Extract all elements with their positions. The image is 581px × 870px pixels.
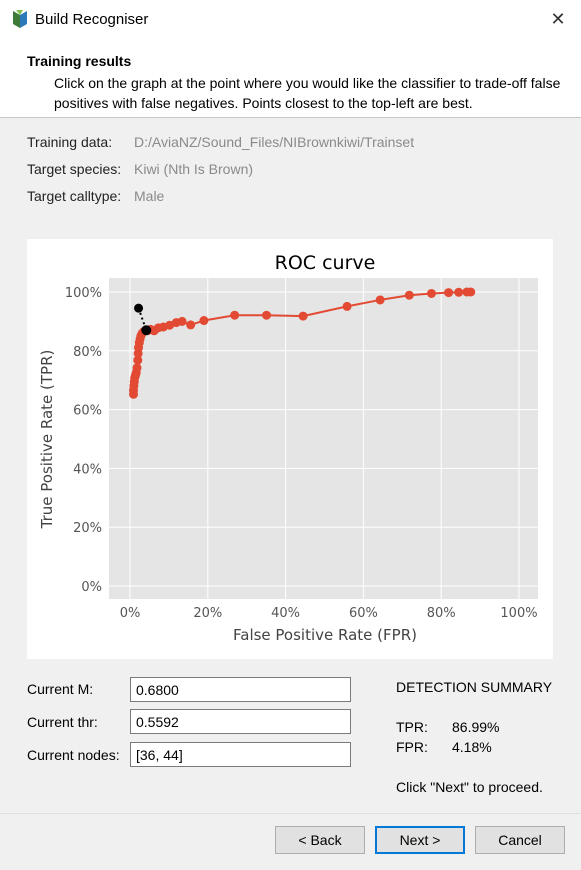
x-tick-label: 80% xyxy=(427,606,456,621)
target-calltype-label: Target calltype: xyxy=(27,188,122,204)
roc-point[interactable] xyxy=(177,316,187,326)
y-tick-label: 40% xyxy=(73,462,102,477)
current-nodes-field[interactable] xyxy=(130,742,351,767)
detection-summary-title: DETECTION SUMMARY xyxy=(396,679,553,695)
plot-area[interactable] xyxy=(109,278,538,599)
current-thr-field[interactable] xyxy=(130,709,351,734)
target-calltype-value: Male xyxy=(134,188,165,204)
training-data-value: D:/AviaNZ/Sound_Files/NIBrownkiwi/Trains… xyxy=(134,134,415,150)
x-tick-label: 60% xyxy=(349,606,378,621)
tpr-value: 86.99% xyxy=(452,719,500,735)
current-point-marker[interactable] xyxy=(141,325,152,336)
y-tick-label: 80% xyxy=(73,345,102,360)
tpr-label: TPR: xyxy=(396,719,428,735)
y-axis-label: True Positive Rate (TPR) xyxy=(38,350,56,530)
current-thr-label: Current thr: xyxy=(27,714,98,730)
roc-point[interactable] xyxy=(454,287,464,297)
best-point-marker xyxy=(134,303,144,313)
y-tick-label: 60% xyxy=(73,404,102,419)
fpr-label: FPR: xyxy=(396,739,428,755)
fpr-value: 4.18% xyxy=(452,739,492,755)
roc-point[interactable] xyxy=(199,316,209,326)
target-species-label: Target species: xyxy=(27,161,122,177)
x-tick-label: 0% xyxy=(120,606,141,621)
app-logo-icon xyxy=(13,10,27,28)
proceed-hint: Click "Next" to proceed. xyxy=(396,779,543,795)
roc-point[interactable] xyxy=(298,311,308,321)
target-species-value: Kiwi (Nth Is Brown) xyxy=(134,161,254,177)
roc-point[interactable] xyxy=(230,310,240,320)
x-tick-label: 40% xyxy=(271,606,300,621)
x-tick-label: 100% xyxy=(500,606,537,621)
roc-point[interactable] xyxy=(133,355,143,365)
roc-point[interactable] xyxy=(426,288,436,298)
roc-chart[interactable]: 0% 0% 20% 20% 40% 40% 60% 60% 80% 80% 100% 100% ROC… xyxy=(27,239,553,659)
page-description: Click on the graph at the point where yo… xyxy=(54,75,561,111)
current-m-label: Current M: xyxy=(27,681,94,697)
training-data-label: Training data: xyxy=(27,134,113,150)
next-button[interactable]: Next > xyxy=(375,826,465,854)
wizard-header: Training results Click on the graph at t… xyxy=(0,40,581,118)
x-axis-label: False Positive Rate (FPR) xyxy=(233,626,417,644)
current-m-field[interactable] xyxy=(130,677,351,702)
x-tick-label: 20% xyxy=(193,606,222,621)
roc-point[interactable] xyxy=(132,363,142,373)
title-bar: Build Recogniser ✕ xyxy=(0,0,581,40)
y-tick-label: 100% xyxy=(65,286,102,301)
y-tick-label: 20% xyxy=(73,521,102,536)
back-button[interactable]: < Back xyxy=(275,826,365,854)
chart-title: ROC curve xyxy=(275,252,376,274)
roc-point[interactable] xyxy=(444,288,454,298)
roc-point[interactable] xyxy=(466,287,476,297)
page-title: Training results xyxy=(27,53,132,69)
roc-point[interactable] xyxy=(186,320,196,330)
roc-point[interactable] xyxy=(342,301,352,311)
window-title: Build Recogniser xyxy=(35,11,149,28)
roc-point[interactable] xyxy=(375,295,385,305)
close-icon[interactable]: ✕ xyxy=(550,9,566,29)
roc-point[interactable] xyxy=(404,290,414,300)
y-tick-label: 0% xyxy=(81,580,102,595)
roc-plot-panel[interactable]: 0% 0% 20% 20% 40% 40% 60% 60% 80% 80% 100% 100% ROC… xyxy=(27,239,553,659)
roc-point[interactable] xyxy=(262,310,272,320)
best-to-current-link xyxy=(137,307,148,331)
current-nodes-label: Current nodes: xyxy=(27,747,120,763)
cancel-button[interactable]: Cancel xyxy=(475,826,565,854)
